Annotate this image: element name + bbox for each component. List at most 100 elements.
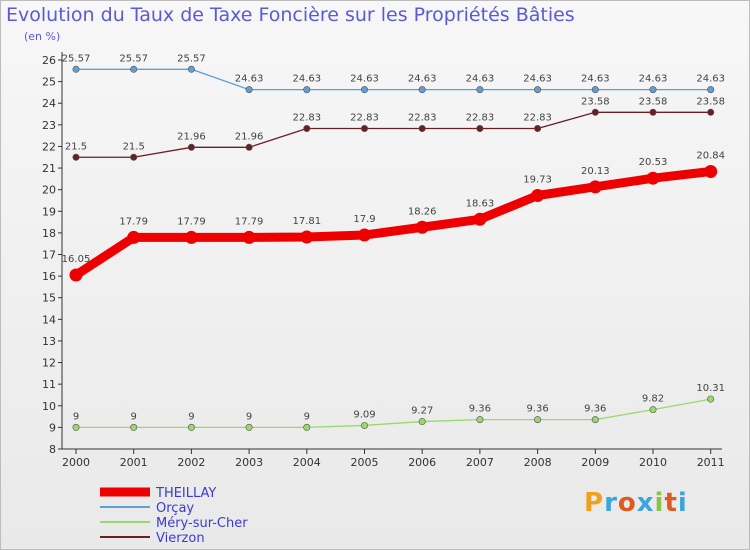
data-label: 22.83 xyxy=(292,113,321,124)
data-point xyxy=(184,230,198,244)
y-tick-label: 12 xyxy=(42,357,56,370)
data-point xyxy=(242,230,256,244)
data-point xyxy=(646,171,660,185)
data-point xyxy=(591,108,599,116)
data-label: 18.26 xyxy=(408,206,437,217)
data-label: 9 xyxy=(246,411,252,422)
data-label: 9 xyxy=(73,411,79,422)
data-point xyxy=(707,86,715,94)
y-tick-label: 20 xyxy=(42,184,56,197)
data-point xyxy=(476,86,484,94)
chart-title: Evolution du Taux de Taxe Foncière sur l… xyxy=(6,4,575,26)
x-tick-label: 2006 xyxy=(408,456,436,469)
data-point xyxy=(591,86,599,94)
data-point xyxy=(127,230,141,244)
data-point xyxy=(303,86,311,94)
x-tick-label: 2000 xyxy=(62,456,90,469)
series-line-theillay xyxy=(71,167,716,280)
data-point xyxy=(418,125,426,133)
legend-label: Vierzon xyxy=(156,531,205,546)
y-tick-label: 8 xyxy=(49,443,56,456)
x-tick-label: 2011 xyxy=(697,456,725,469)
x-tick-label: 2004 xyxy=(293,456,321,469)
data-label: 24.63 xyxy=(639,74,668,85)
data-point xyxy=(360,125,368,133)
y-tick-label: 15 xyxy=(42,292,56,305)
data-point xyxy=(588,180,602,194)
y-tick-label: 23 xyxy=(42,119,56,132)
data-point xyxy=(130,65,138,73)
x-tick-label: 2003 xyxy=(235,456,263,469)
data-label: 24.63 xyxy=(292,74,321,85)
data-point xyxy=(69,268,83,282)
data-label: 20.84 xyxy=(696,151,725,162)
data-label: 23.58 xyxy=(581,96,610,107)
data-point xyxy=(303,125,311,133)
data-label: 24.63 xyxy=(350,74,379,85)
data-point xyxy=(300,230,314,244)
data-point xyxy=(187,423,195,431)
proxiti-logo: Proxiti xyxy=(584,488,688,518)
data-label: 19.73 xyxy=(523,175,552,186)
data-label: 24.63 xyxy=(581,74,610,85)
legend-label: THEILLAY xyxy=(155,486,216,501)
data-label: 24.63 xyxy=(408,74,437,85)
data-label: 9 xyxy=(188,411,194,422)
series-line-vierzon xyxy=(75,111,712,158)
data-label: 23.58 xyxy=(696,96,725,107)
y-tick-label: 25 xyxy=(42,76,56,89)
data-point xyxy=(534,125,542,133)
data-point xyxy=(418,86,426,94)
legend-label: Orçay xyxy=(156,501,194,516)
data-label: 22.83 xyxy=(408,113,437,124)
y-tick-label: 19 xyxy=(42,205,56,218)
data-point xyxy=(72,423,80,431)
logo-letter: x xyxy=(636,488,655,518)
series-lines xyxy=(71,68,716,429)
series-line-méry-sur-cher xyxy=(75,398,712,429)
data-label: 9.09 xyxy=(353,409,375,420)
logo-letter: P xyxy=(584,488,605,518)
y-tick-label: 18 xyxy=(42,227,56,240)
data-point xyxy=(303,423,311,431)
data-point xyxy=(473,212,487,226)
data-point xyxy=(245,143,253,151)
x-tick-label: 2002 xyxy=(177,456,205,469)
data-label: 9 xyxy=(131,411,137,422)
logo-letter: i xyxy=(654,488,665,518)
data-point xyxy=(534,416,542,424)
data-point xyxy=(415,220,429,234)
x-tick-label: 2001 xyxy=(120,456,148,469)
data-label: 9.36 xyxy=(526,404,548,415)
data-point xyxy=(649,406,657,414)
data-point xyxy=(187,143,195,151)
y-tick-label: 26 xyxy=(42,54,56,67)
data-label: 25.57 xyxy=(177,53,206,64)
y-tick-label: 14 xyxy=(42,313,56,326)
data-label: 21.5 xyxy=(123,141,145,152)
y-tick-label: 13 xyxy=(42,335,56,348)
data-point xyxy=(360,421,368,429)
data-point xyxy=(245,423,253,431)
y-tick-label: 24 xyxy=(42,97,56,110)
series-points xyxy=(69,65,718,431)
logo-letter: t xyxy=(664,488,678,518)
data-label: 20.13 xyxy=(581,166,610,177)
data-label: 24.63 xyxy=(466,74,495,85)
data-label: 16.05 xyxy=(62,254,91,265)
data-point xyxy=(649,108,657,116)
data-label: 17.79 xyxy=(177,216,206,227)
x-tick-label: 2005 xyxy=(351,456,379,469)
data-point xyxy=(707,108,715,116)
chart-subtitle: (en %) xyxy=(24,30,61,43)
data-label: 17.81 xyxy=(292,216,321,227)
logo-letter: o xyxy=(617,488,637,518)
logo-letter: r xyxy=(604,488,618,518)
x-tick-label: 2008 xyxy=(524,456,552,469)
y-tick-label: 11 xyxy=(42,378,56,391)
data-label: 9.27 xyxy=(411,406,433,417)
data-point xyxy=(704,165,718,179)
data-point xyxy=(358,228,371,242)
